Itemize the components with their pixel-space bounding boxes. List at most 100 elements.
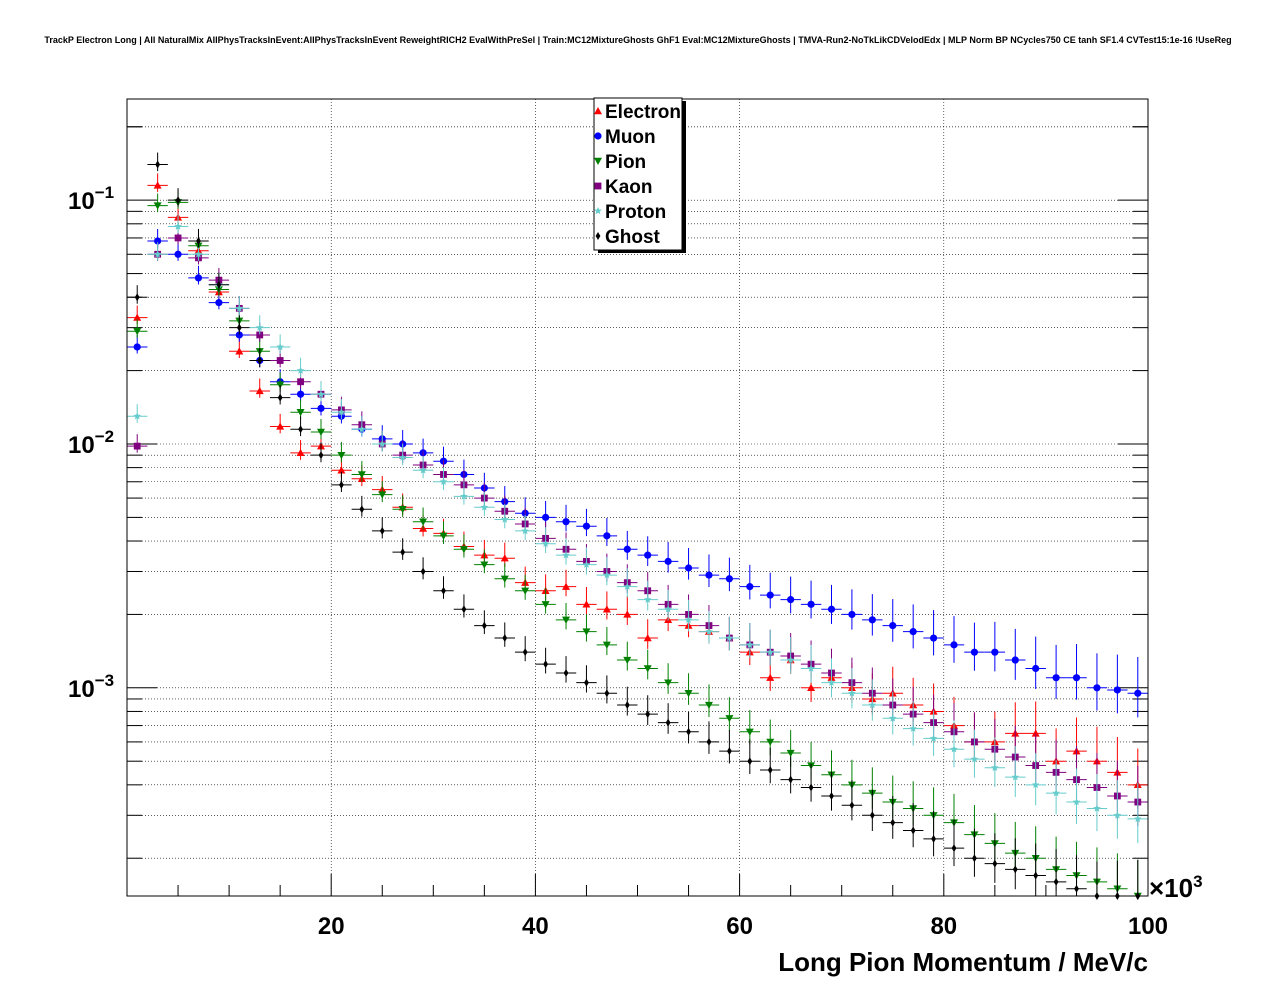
data-point-proton (623, 582, 632, 590)
data-point-ghost (931, 834, 936, 843)
y-tick-label: 10−1 (68, 183, 114, 215)
data-point-pion (153, 202, 162, 210)
data-point-proton (582, 560, 591, 568)
x-multiplier: ×103 (1149, 872, 1203, 903)
legend-marker-kaon (594, 182, 602, 190)
series-ghost (127, 152, 1148, 900)
data-point-ghost (196, 237, 201, 246)
data-point-ghost (706, 737, 712, 746)
data-point-muon (133, 343, 141, 351)
data-point-muon (1093, 684, 1101, 692)
data-point-proton (1093, 804, 1101, 812)
data-point-muon (766, 591, 774, 599)
data-point-ghost (624, 701, 630, 710)
data-point-kaon (276, 357, 284, 364)
data-point-proton (786, 656, 795, 664)
data-point-muon (725, 575, 733, 583)
data-point-ghost (175, 196, 181, 205)
data-point-proton (929, 734, 938, 742)
legend-label-ghost: Ghost (605, 227, 661, 248)
data-point-proton (133, 412, 141, 420)
legend-marker-electron (594, 107, 602, 115)
y-tick-labels: 10−1 10−2 10−3 (68, 183, 114, 703)
data-point-proton (909, 724, 917, 732)
data-point-muon (1032, 664, 1040, 673)
data-point-ghost (400, 548, 406, 557)
data-point-pion (500, 575, 509, 583)
data-point-pion (745, 728, 754, 736)
data-point-muon (970, 648, 979, 656)
data-point-proton (848, 689, 856, 697)
data-markers (127, 152, 1148, 900)
legend-label-proton: Proton (605, 202, 666, 223)
data-point-proton (1011, 773, 1020, 781)
data-point-pion (664, 679, 673, 687)
data-point-muon (889, 621, 897, 630)
data-point-ghost (339, 480, 344, 489)
data-point-electron (582, 600, 591, 608)
data-point-proton (827, 678, 836, 686)
data-point-proton (950, 745, 958, 753)
data-point-ghost (686, 727, 691, 736)
data-point-ghost (645, 710, 651, 719)
data-point-ghost (441, 586, 446, 595)
data-point-proton (358, 425, 366, 433)
data-point-ghost (318, 451, 324, 460)
data-point-muon (684, 564, 693, 572)
legend-label-electron: Electron (605, 102, 681, 123)
data-point-ghost (522, 648, 528, 657)
data-point-electron (562, 582, 571, 590)
data-point-pion (562, 616, 571, 624)
data-point-pion (133, 328, 142, 336)
data-point-muon (1011, 656, 1019, 664)
data-point-muon (174, 250, 182, 258)
data-point-pion (419, 518, 428, 526)
legend-entries: Electron Muon Pion Kaon Proton Ghost (594, 102, 681, 248)
data-point-ghost (604, 689, 610, 698)
data-point-proton (725, 634, 734, 642)
data-point-proton (562, 551, 570, 559)
data-point-pion (602, 641, 611, 649)
data-point-muon (705, 571, 713, 579)
data-point-muon (235, 331, 243, 339)
data-point-proton (664, 605, 672, 613)
data-point-ghost (584, 678, 589, 687)
data-point-muon (664, 557, 672, 565)
data-point-ghost (543, 660, 549, 669)
data-point-ghost (155, 160, 161, 169)
data-point-ghost (890, 818, 896, 827)
data-point-pion (296, 409, 305, 417)
data-point-electron (807, 683, 816, 692)
data-point-pion (766, 738, 775, 746)
data-point-kaon (133, 442, 141, 450)
data-point-pion (582, 628, 591, 636)
data-point-proton (521, 526, 529, 535)
data-point-pion (316, 428, 325, 436)
data-point-ghost (849, 801, 855, 810)
data-point-ghost (359, 505, 365, 514)
data-point-muon (603, 532, 611, 540)
data-point-ghost (420, 567, 426, 576)
x-tick-label: 60 (726, 913, 753, 940)
data-point-pion (521, 587, 530, 595)
data-point-muon (807, 600, 815, 608)
data-point-proton (705, 627, 713, 635)
data-point-muon (1052, 674, 1060, 682)
data-point-proton (337, 408, 346, 416)
data-point-muon (787, 596, 795, 604)
data-point-pion (541, 601, 550, 609)
data-point-electron (133, 313, 142, 321)
x-tick-label: 100 (1128, 913, 1168, 940)
data-point-ghost (379, 526, 385, 535)
x-tick-label: 40 (522, 913, 549, 940)
legend-marker-proton (594, 207, 602, 215)
data-point-proton (398, 453, 407, 461)
data-point-ghost (1074, 884, 1079, 893)
data-point-proton (378, 440, 387, 448)
data-point-kaon (256, 331, 264, 339)
data-point-proton (174, 222, 182, 230)
data-point-proton (1113, 811, 1122, 819)
data-point-electron (500, 554, 509, 562)
data-point-ghost (726, 747, 732, 756)
data-point-pion (725, 715, 734, 723)
